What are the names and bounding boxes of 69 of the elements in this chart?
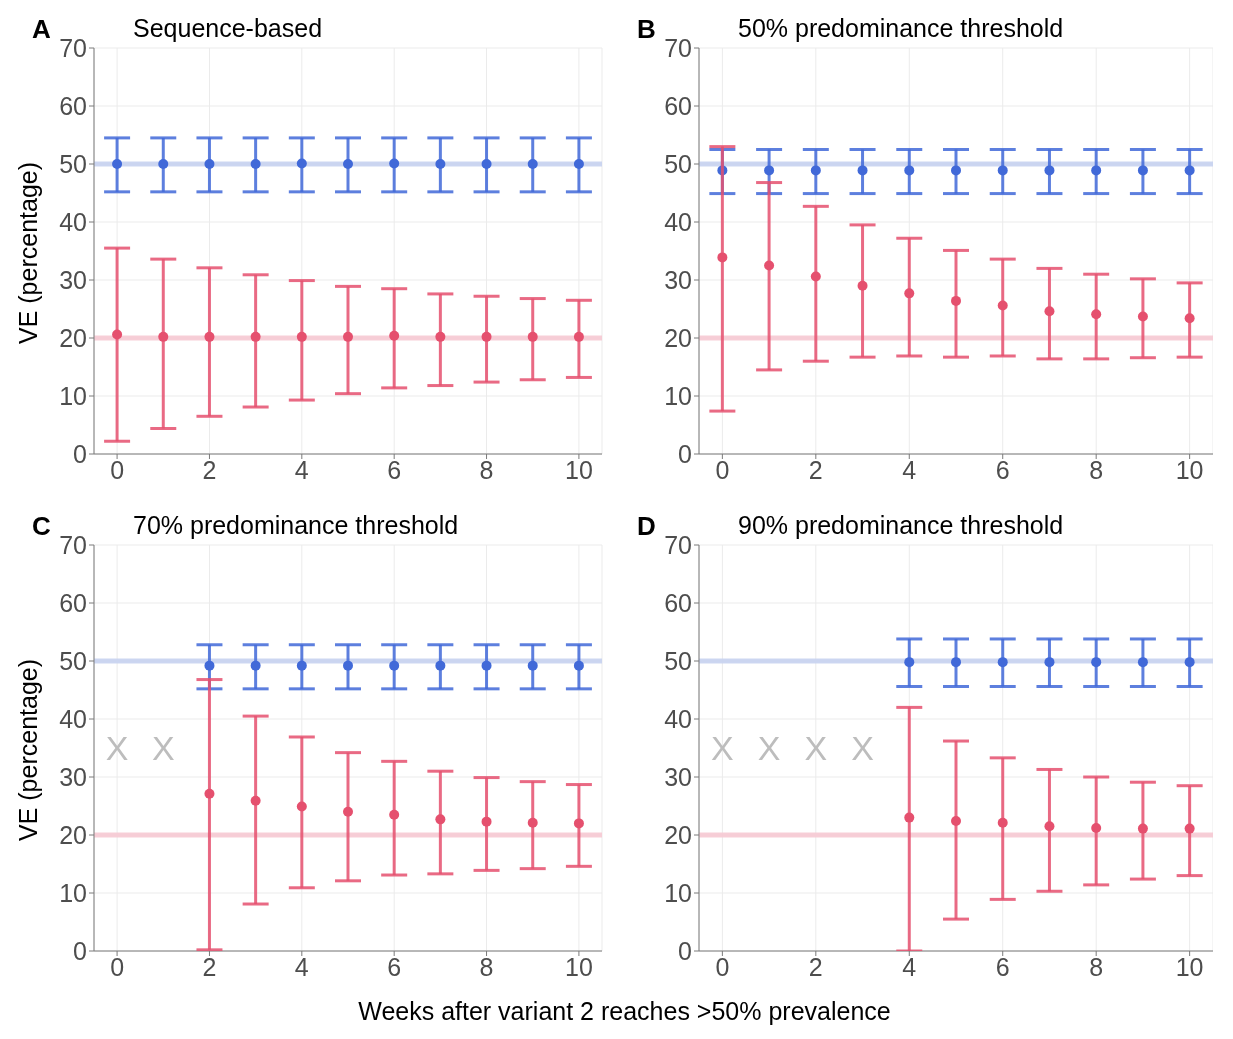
x-tick-label: 4 bbox=[902, 952, 917, 981]
text: D bbox=[637, 511, 656, 542]
x-tick-label: 6 bbox=[387, 952, 402, 981]
x-tick-label: 4 bbox=[294, 455, 309, 484]
x-tick-label: 2 bbox=[202, 455, 217, 484]
y-tick-label: 50 bbox=[664, 646, 692, 675]
annotation: X bbox=[804, 729, 828, 767]
annotation: X bbox=[151, 729, 175, 767]
y-axis-title: VE (percentage) bbox=[13, 161, 43, 345]
y-tick-label: 50 bbox=[59, 646, 87, 675]
x-tick-label: 8 bbox=[1089, 952, 1104, 981]
x-tick-label: 10 bbox=[565, 952, 593, 981]
y-tick-label: 40 bbox=[664, 207, 692, 236]
chart-title: 50% predominance threshold bbox=[738, 14, 1064, 43]
y-tick-label: 60 bbox=[59, 91, 87, 120]
x-tick-label: 4 bbox=[902, 455, 917, 484]
y-tick-label: 40 bbox=[59, 207, 87, 236]
y-tick-label: 70 bbox=[664, 530, 692, 559]
y-tick-label: 60 bbox=[59, 588, 87, 617]
x-tick-label: 10 bbox=[565, 455, 593, 484]
chart-title: Sequence-based bbox=[133, 14, 323, 43]
y-tick-label: 10 bbox=[59, 381, 87, 410]
y-tick-label: 30 bbox=[59, 265, 87, 294]
x-tick-label: 6 bbox=[387, 455, 402, 484]
y-tick-label: 20 bbox=[59, 820, 87, 849]
y-tick-label: 10 bbox=[59, 878, 87, 907]
x-tick-label: 8 bbox=[1089, 455, 1104, 484]
y-tick-label: 40 bbox=[59, 704, 87, 733]
y-tick-label: 40 bbox=[664, 704, 692, 733]
y-axis-title: VE (percentage) bbox=[13, 658, 43, 842]
text: C bbox=[32, 511, 51, 542]
chart-title: 90% predominance threshold bbox=[738, 511, 1064, 540]
x-tick-label: 6 bbox=[995, 455, 1010, 484]
y-tick-label: 50 bbox=[59, 149, 87, 178]
annotation: X bbox=[105, 729, 129, 767]
y-tick-label: 20 bbox=[664, 323, 692, 352]
x-tick-label: 6 bbox=[995, 952, 1010, 981]
y-tick-label: 70 bbox=[664, 33, 692, 62]
y-tick-label: 30 bbox=[664, 762, 692, 791]
y-tick-label: 50 bbox=[664, 149, 692, 178]
text: A bbox=[32, 14, 51, 45]
x-tick-label: 4 bbox=[294, 952, 309, 981]
y-tick-label: 60 bbox=[664, 91, 692, 120]
x-tick-label: 0 bbox=[715, 455, 730, 484]
annotation: X bbox=[851, 729, 874, 767]
annotation: X bbox=[711, 729, 734, 767]
x-tick-label: 2 bbox=[808, 455, 823, 484]
x-tick-label: 2 bbox=[202, 952, 217, 981]
x-axis-title: Weeks after variant 2 reaches >50% prevalence bbox=[357, 997, 892, 1026]
x-tick-label: 8 bbox=[479, 455, 494, 484]
x-tick-label: 0 bbox=[110, 455, 125, 484]
y-tick-label: 70 bbox=[59, 33, 87, 62]
chart-title: 70% predominance threshold bbox=[133, 511, 459, 540]
x-tick-label: 2 bbox=[808, 952, 823, 981]
y-tick-label: 30 bbox=[664, 265, 692, 294]
y-tick-label: 20 bbox=[59, 323, 87, 352]
y-tick-label: 10 bbox=[664, 878, 692, 907]
y-tick-label: 60 bbox=[664, 588, 692, 617]
x-tick-label: 10 bbox=[1175, 455, 1204, 484]
x-tick-label: 0 bbox=[715, 952, 730, 981]
text: B bbox=[637, 14, 656, 45]
y-tick-label: 10 bbox=[664, 381, 692, 410]
annotation: X bbox=[757, 729, 781, 767]
x-tick-label: 8 bbox=[479, 952, 494, 981]
y-tick-label: 30 bbox=[59, 762, 87, 791]
y-tick-label: 20 bbox=[664, 820, 692, 849]
y-tick-label: 70 bbox=[59, 530, 87, 559]
x-tick-label: 0 bbox=[110, 952, 125, 981]
x-tick-label: 10 bbox=[1175, 952, 1204, 981]
